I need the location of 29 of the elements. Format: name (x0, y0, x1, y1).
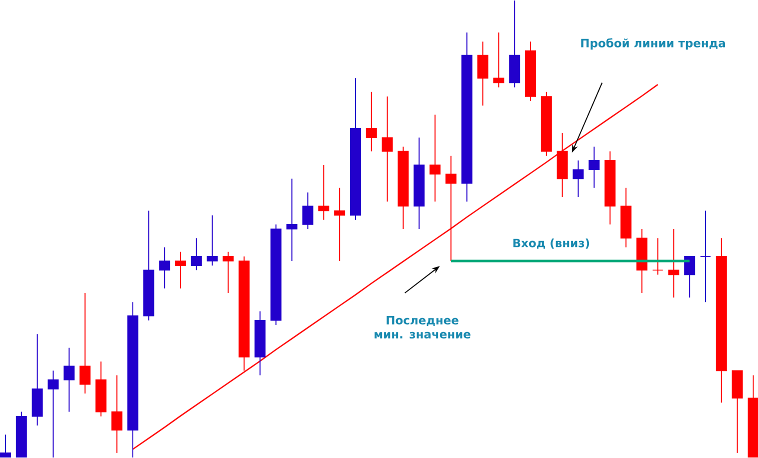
candlestick (382, 96, 393, 202)
candlestick (477, 41, 488, 106)
annotation: Пробой линии тренда (581, 38, 725, 50)
annotation: Последнее мин. значение (374, 316, 470, 339)
candlestick (700, 210, 711, 303)
candlestick (111, 374, 122, 454)
candlestick (652, 238, 664, 276)
candlestick (684, 256, 696, 298)
candlestick (222, 252, 234, 294)
candlestick (588, 146, 600, 189)
candlestick (64, 348, 75, 413)
candlestick (80, 292, 91, 394)
annotation: Вход (вниз) (513, 238, 590, 250)
candlestick (493, 32, 504, 88)
candlestick (159, 247, 170, 290)
candlestick (190, 238, 202, 271)
candlestick (318, 164, 330, 221)
candlestick (668, 228, 680, 298)
candlestick (0, 434, 11, 458)
candlestick (206, 215, 218, 266)
candlestick (445, 156, 456, 262)
candlestick (48, 370, 59, 458)
candlestick (175, 252, 186, 290)
candlestick (572, 160, 584, 198)
candlestick (366, 92, 377, 152)
candlestick (430, 114, 441, 202)
candlestick (302, 192, 314, 230)
candlestick (334, 188, 346, 262)
candlestick (286, 178, 298, 262)
